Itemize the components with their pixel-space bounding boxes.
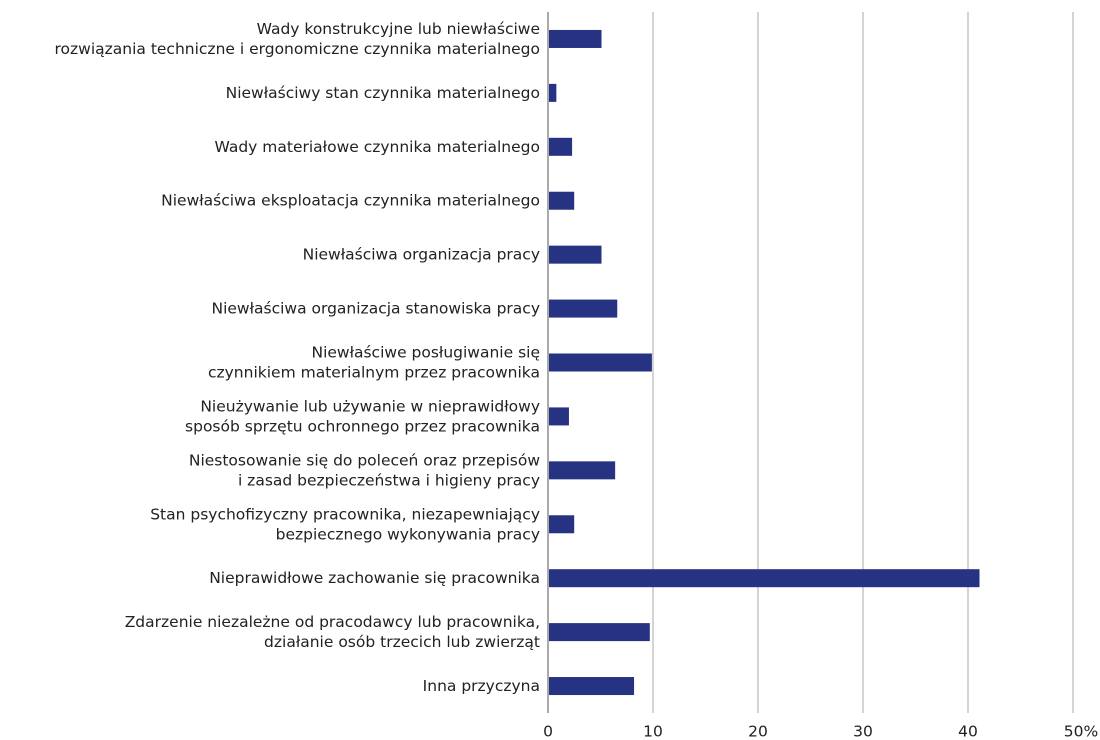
- y-tick-label: Niewłaściwa organizacja pracy: [303, 245, 540, 263]
- x-tick-label: 10: [643, 723, 663, 740]
- x-tick-label: 0: [543, 723, 553, 740]
- bar: [549, 245, 602, 264]
- x-tick-label: 30: [853, 723, 873, 740]
- y-tick-label: Niewłaściwe posługiwanie się czynnikiem m…: [208, 343, 540, 381]
- bar: [549, 515, 575, 534]
- y-tick-label: Inna przyczyna: [423, 677, 540, 695]
- bar: [549, 407, 569, 426]
- bar: [549, 83, 557, 102]
- y-tick-label: Zdarzenie niezależne od pracodawcy lub p…: [125, 613, 540, 651]
- bar: [549, 677, 635, 696]
- bar: [549, 29, 602, 48]
- bar: [549, 137, 573, 156]
- y-tick-label: Niewłaściwy stan czynnika materialnego: [226, 83, 540, 101]
- y-tick-label: Niewłaściwa eksploatacja czynnika materi…: [161, 191, 540, 209]
- bar: [549, 623, 650, 642]
- y-tick-label: Stan psychofizyczny pracownika, niezapew…: [150, 505, 540, 543]
- x-tick-label: 40: [958, 723, 978, 740]
- y-tick-label: Nieużywanie lub używanie w nieprawidłowy…: [185, 397, 540, 435]
- bar: [549, 191, 575, 210]
- bar: [549, 299, 618, 318]
- y-tick-label: Nieprawidłowe zachowanie się pracownika: [209, 569, 540, 587]
- bar: [549, 353, 652, 372]
- x-tick-label: 20: [748, 723, 768, 740]
- bar: [549, 461, 616, 480]
- x-tick-label: 50%: [1064, 723, 1098, 740]
- y-tick-label: Niestosowanie się do poleceń oraz przepi…: [189, 451, 540, 489]
- y-tick-label: Wady materiałowe czynnika materialnego: [215, 137, 540, 155]
- bar: [549, 569, 980, 588]
- y-tick-label: Niewłaściwa organizacja stanowiska pracy: [211, 299, 540, 317]
- y-tick-label: Wady konstrukcyjne lub niewłaściwe rozwią…: [55, 19, 541, 57]
